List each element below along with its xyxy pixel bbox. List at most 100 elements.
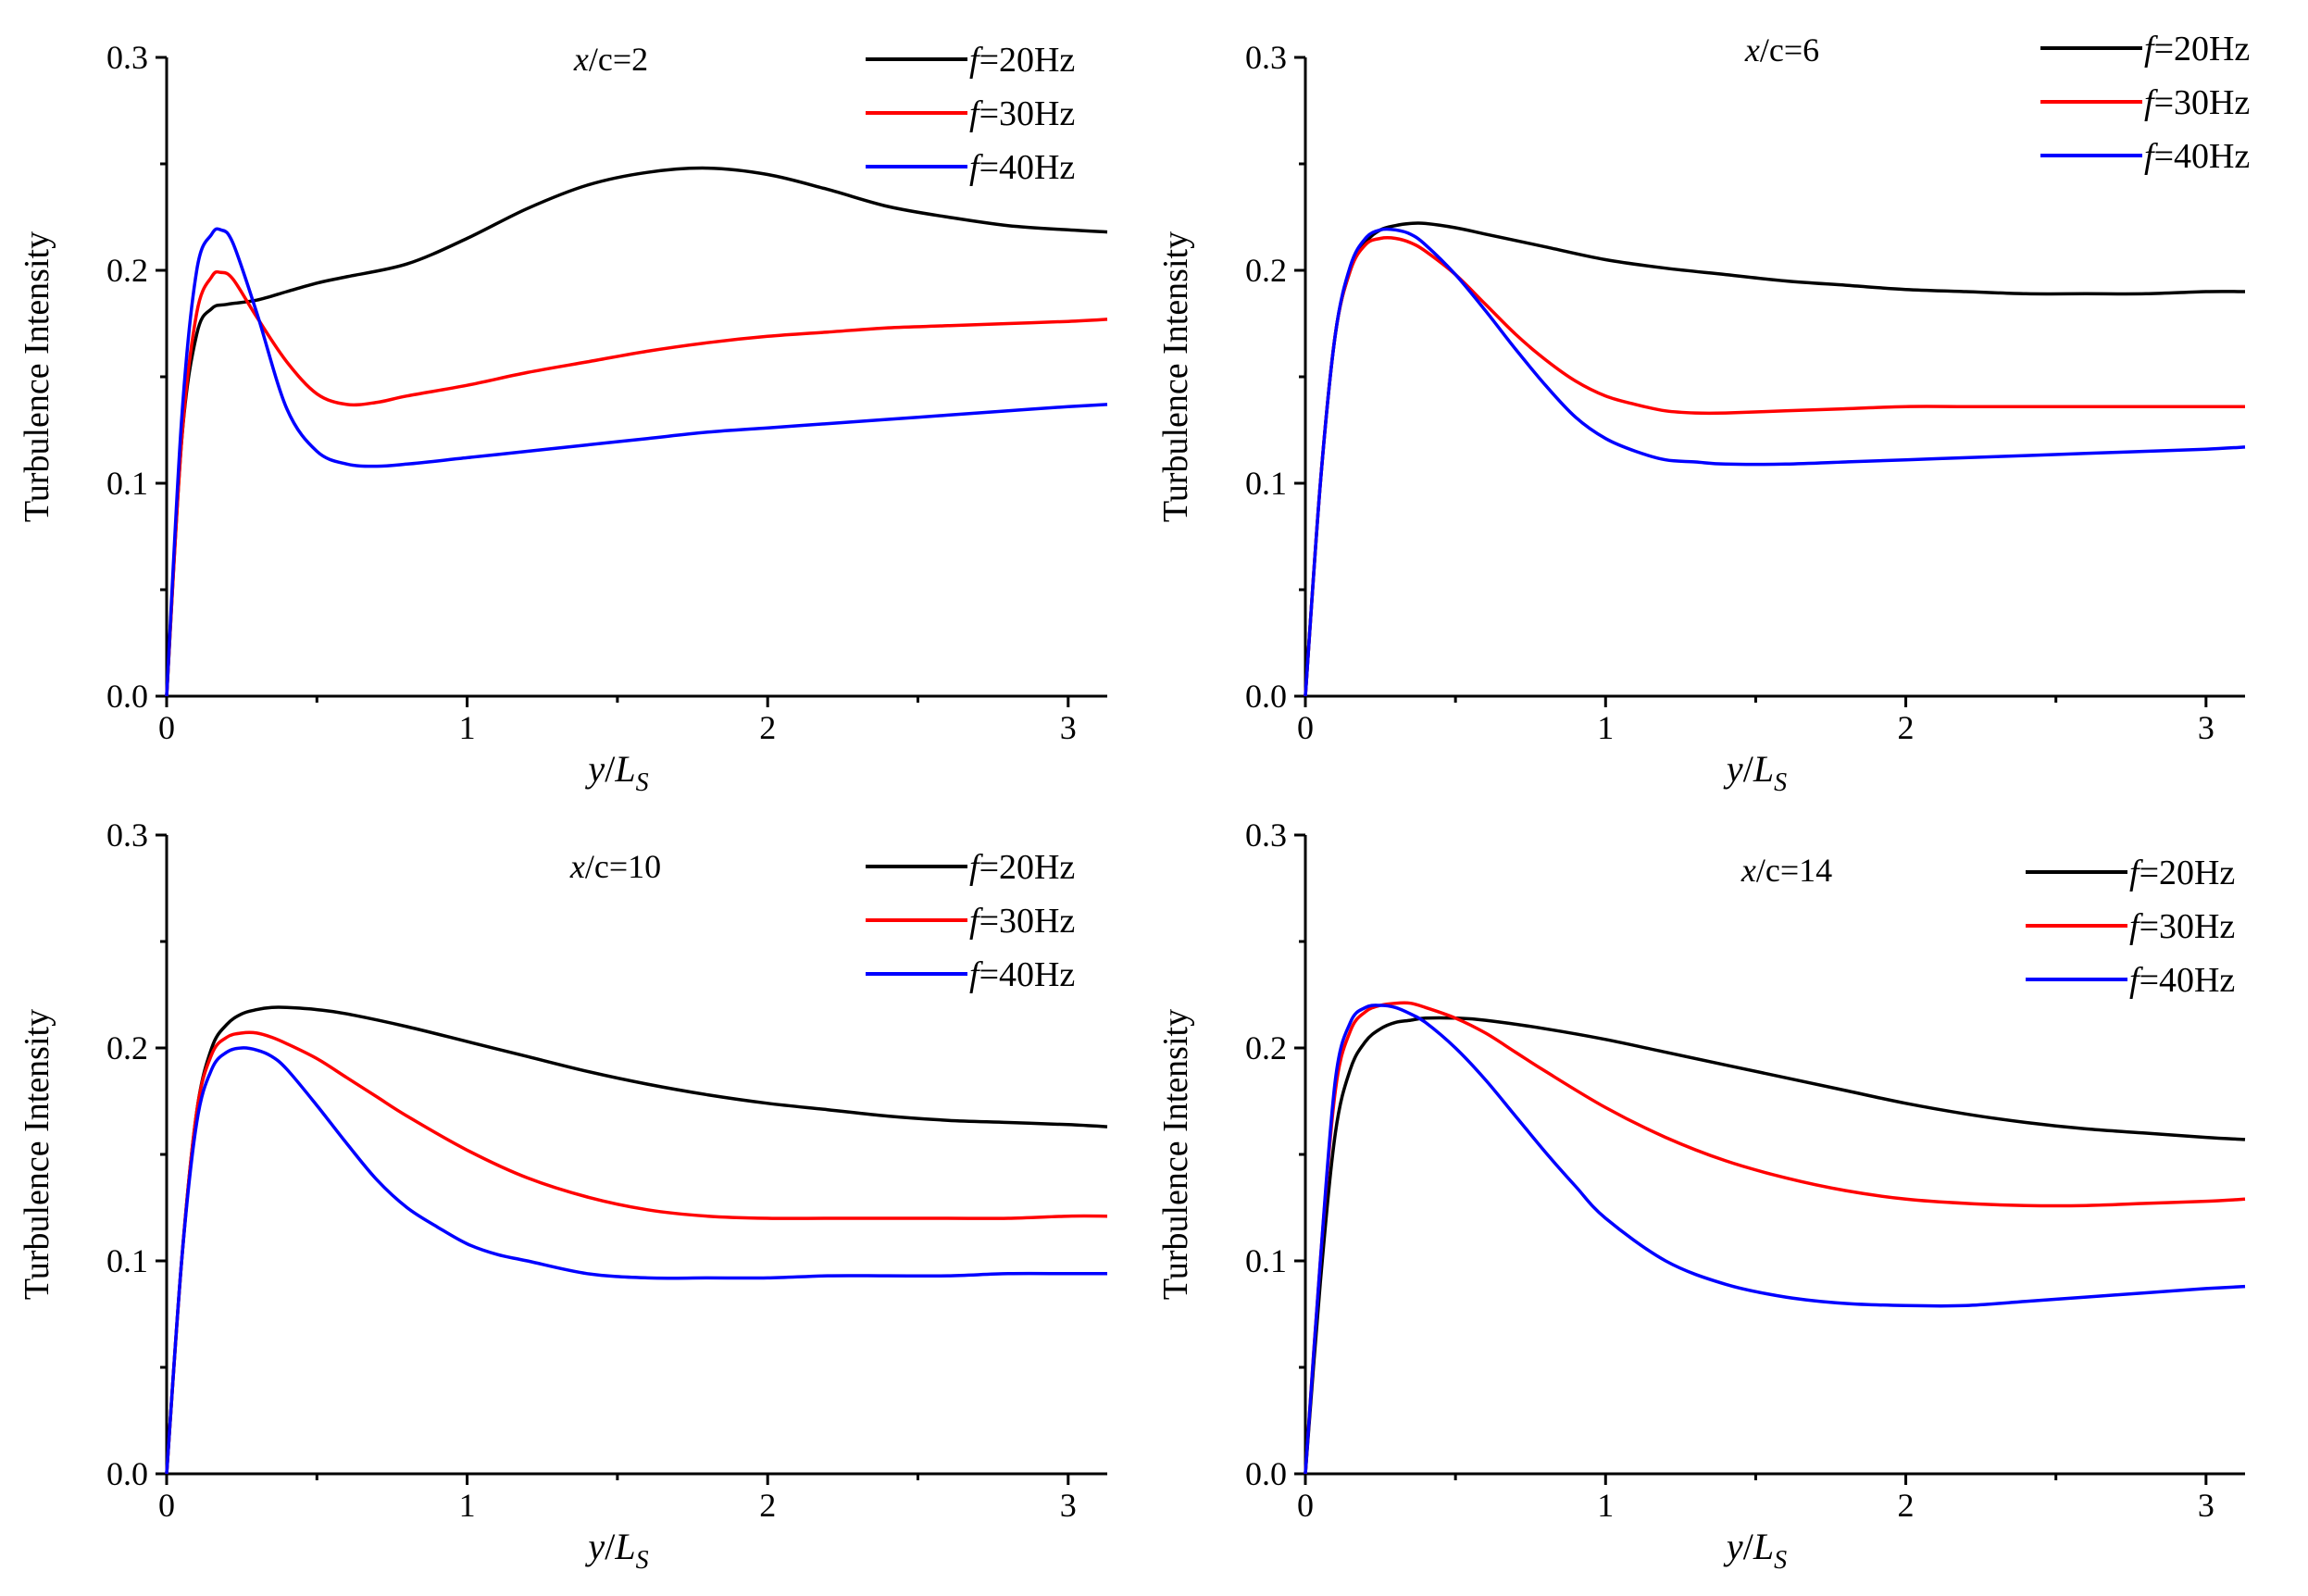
x-tick-label: 3: [1060, 709, 1077, 746]
x-tick-label: 3: [2198, 709, 2214, 746]
y-tick-label: 0.3: [1245, 39, 1287, 76]
legend-label-rest: =20Hz: [2154, 30, 2251, 69]
chart-panel-3: 0.0 0.1 0.2 0.3 0 1 2 3 Turbulence Intensity y/LS…: [18, 817, 1108, 1575]
x-axis-label-sub: S: [1774, 1546, 1787, 1575]
y-tick-label: 0.0: [1245, 1455, 1287, 1492]
panel-title: x/c=2: [573, 41, 648, 78]
x-axis-label: y/LS: [1723, 1526, 1787, 1575]
legend-label: f=30Hz: [969, 902, 1075, 941]
legend-label: f=20Hz: [2144, 30, 2250, 69]
x-axis-label-slash: /: [1743, 748, 1754, 790]
legend-label-rest: =30Hz: [2140, 907, 2236, 946]
panel-title-rest: /c=2: [589, 41, 648, 78]
x-axis-label-slash: /: [605, 748, 616, 790]
legend-label: f=30Hz: [969, 94, 1075, 133]
legend-label-rest: =40Hz: [2140, 961, 2236, 1000]
legend-label: f=20Hz: [969, 41, 1075, 80]
legend-label: f=30Hz: [2144, 83, 2250, 122]
legend-label-rest: =30Hz: [2154, 83, 2251, 122]
series-line-f40Hz: [165, 227, 1108, 697]
panel-title-rest: /c=14: [1756, 852, 1832, 889]
x-tick-label: 1: [1597, 709, 1614, 746]
x-tick-label: 0: [158, 1487, 175, 1524]
x-axis-label-var: y: [1723, 748, 1743, 790]
y-tick-label: 0.0: [106, 1455, 148, 1492]
y-tick-label: 0.0: [1245, 678, 1287, 715]
series-line-f40Hz: [165, 1046, 1107, 1475]
legend-label: f=40Hz: [2129, 961, 2235, 1000]
x-tick-label: 2: [759, 1487, 776, 1524]
x-axis-label: y/LS: [1723, 748, 1787, 797]
x-tick-label: 0: [158, 709, 175, 746]
y-axis-label: Turbulence Intensity: [1156, 1009, 1195, 1300]
x-tick-label: 0: [1297, 709, 1314, 746]
panel-title-rest: /c=6: [1760, 31, 1819, 69]
x-tick-label: 1: [459, 1487, 476, 1524]
y-tick-label: 0.3: [106, 817, 148, 854]
y-tick-label: 0.2: [1245, 252, 1287, 289]
legend-label-rest: =20Hz: [979, 41, 1076, 80]
chart-panel-4: 0.0 0.1 0.2 0.3 0 1 2 3 Turbulence Intensity y/LS…: [1156, 817, 2246, 1575]
y-axis-label: Turbulence Intensity: [18, 231, 56, 522]
x-axis-label-sub: S: [636, 1546, 649, 1575]
y-tick-label: 0.3: [106, 39, 148, 76]
y-tick-label: 0.2: [106, 1029, 148, 1066]
legend-label-rest: =30Hz: [979, 902, 1076, 941]
panel-title-var: x: [573, 41, 589, 78]
y-tick-label: 0.1: [1245, 1242, 1287, 1279]
x-axis-label: y/LS: [584, 748, 648, 797]
legend-label-rest: =40Hz: [979, 148, 1076, 187]
y-tick-label: 0.1: [106, 465, 148, 502]
x-tick-label: 3: [2198, 1487, 2214, 1524]
x-tick-label: 3: [1060, 1487, 1077, 1524]
y-tick-label: 0.1: [1245, 465, 1287, 502]
y-axis-label: Turbulence Intensity: [1156, 231, 1195, 522]
series-line-f20Hz: [165, 166, 1108, 697]
legend-label: f=40Hz: [969, 148, 1075, 187]
x-tick-label: 2: [1898, 709, 1915, 746]
y-tick-label: 0.2: [106, 252, 148, 289]
legend-label: f=20Hz: [2129, 854, 2235, 892]
y-tick-label: 0.1: [106, 1242, 148, 1279]
legend-label-rest: =40Hz: [979, 955, 1076, 994]
chart-panel-1: 0.0 0.1 0.2 0.3 0 1 2 3 Turbulence Intensity y/LS…: [18, 39, 1108, 797]
x-axis-label-var: y: [584, 1526, 605, 1567]
series-line-f40Hz: [1304, 1004, 2246, 1475]
legend-label-rest: =30Hz: [979, 94, 1076, 133]
y-tick-label: 0.0: [106, 678, 148, 715]
panel-title-var: x: [569, 848, 585, 885]
x-tick-label: 2: [1898, 1487, 1915, 1524]
legend-label-rest: =20Hz: [979, 848, 1076, 887]
series-line-f20Hz: [165, 1005, 1108, 1475]
x-axis-label-sub: S: [1774, 768, 1787, 797]
x-tick-label: 0: [1297, 1487, 1314, 1524]
series-line-f20Hz: [1304, 1016, 2246, 1475]
panel-title-rest: /c=10: [585, 848, 661, 885]
x-tick-label: 2: [759, 709, 776, 746]
legend-label-rest: =40Hz: [2154, 137, 2251, 176]
panel-title: x/c=14: [1740, 852, 1832, 889]
legend-label: f=40Hz: [969, 955, 1075, 994]
x-tick-label: 1: [1597, 1487, 1614, 1524]
x-axis-label: y/LS: [584, 1526, 648, 1575]
y-axis-label: Turbulence Intensity: [18, 1009, 56, 1300]
x-tick-label: 1: [459, 709, 476, 746]
x-axis-label-sub: S: [636, 768, 649, 797]
panel-title-var: x: [1744, 31, 1760, 69]
chart-panel-2: 0.0 0.1 0.2 0.3 0 1 2 3 Turbulence Intensity y/LS…: [1156, 30, 2250, 797]
legend-label: f=30Hz: [2129, 907, 2235, 946]
panel-title-var: x: [1740, 852, 1756, 889]
x-axis-label-var: y: [584, 748, 605, 790]
x-axis-label-L: L: [1753, 748, 1774, 790]
x-axis-label-L: L: [1753, 1526, 1774, 1567]
series-line-f40Hz: [1304, 227, 2246, 697]
legend-label: f=40Hz: [2144, 137, 2250, 176]
legend-label: f=20Hz: [969, 848, 1075, 887]
series-line-f30Hz: [165, 1030, 1108, 1475]
series-line-f30Hz: [1304, 236, 2245, 697]
x-axis-label-L: L: [614, 1526, 635, 1567]
y-tick-label: 0.3: [1245, 817, 1287, 854]
x-axis-label-var: y: [1723, 1526, 1743, 1567]
panel-title: x/c=6: [1744, 31, 1819, 69]
